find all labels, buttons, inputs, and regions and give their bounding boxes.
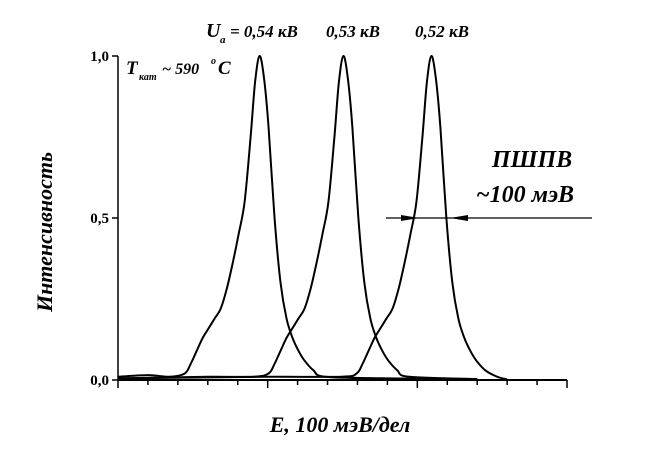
- y-axis-label: Интенсивность: [32, 152, 57, 313]
- temp-degree: o: [211, 56, 216, 67]
- temp-value: ~ 590: [162, 61, 199, 78]
- series-line-2: [117, 54, 478, 381]
- voltage-sub: a: [220, 34, 226, 46]
- voltage-annotation: U a = 0,54 кВ 0,53 кВ 0,52 кВ: [206, 20, 469, 46]
- series-group: [117, 54, 508, 381]
- arrow-right-icon: [401, 215, 419, 221]
- voltage-3: 0,52 кВ: [415, 22, 469, 41]
- fwhm-label: ПШПВ: [491, 147, 572, 173]
- temp-unit: C: [218, 58, 231, 79]
- temperature-annotation: T кат ~ 590 o C: [126, 56, 231, 83]
- voltage-1: = 0,54 кВ: [230, 22, 298, 41]
- series-line-3: [117, 54, 508, 381]
- voltage-prefix: U: [206, 20, 222, 42]
- temp-prefix: T: [126, 58, 139, 79]
- fwhm-value: ~100 мэВ: [476, 182, 574, 208]
- y-tick-label: 0,0: [90, 373, 109, 389]
- y-tick-label: 0,5: [90, 211, 109, 227]
- x-axis-label: E, 100 мэВ/дел: [269, 412, 411, 437]
- fwhm-marker: [386, 215, 592, 221]
- fwhm-annotation: ПШПВ ~100 мэВ: [386, 147, 592, 221]
- y-tick-label: 1,0: [90, 49, 109, 65]
- arrow-left-icon: [450, 215, 468, 221]
- temp-sub: кат: [139, 72, 157, 83]
- series-line-1: [117, 54, 478, 381]
- axes: 0,0 0,5 1,0: [90, 49, 568, 389]
- voltage-2: 0,53 кВ: [326, 22, 380, 41]
